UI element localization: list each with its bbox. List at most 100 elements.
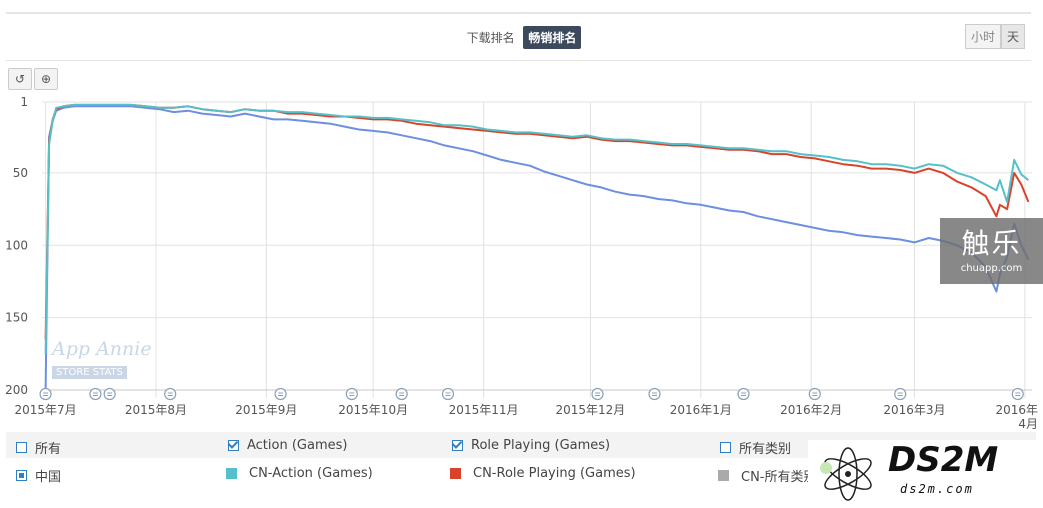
- note-marker-icon: [103, 387, 116, 401]
- legend-series-all-categories[interactable]: CN-所有类别: [718, 466, 817, 485]
- x-tick-label: 2015年10月: [338, 403, 408, 417]
- x-tick-label: 2015年8月: [125, 403, 187, 417]
- x-tick-label: 2016年3月: [883, 403, 945, 417]
- zoom-button[interactable]: ⊕: [34, 68, 58, 90]
- note-marker-icon: [164, 387, 177, 401]
- chart-grid: [42, 101, 1032, 398]
- checkbox-checked-icon[interactable]: [452, 440, 463, 451]
- note-marker-icon: [274, 387, 287, 401]
- note-marker-icon: [894, 387, 907, 401]
- note-marker-icon: [648, 387, 661, 401]
- note-marker-circle: [648, 387, 661, 401]
- legend-all-categories[interactable]: 所有类别: [720, 438, 791, 457]
- appannie-sub: STORE STATS: [52, 366, 127, 379]
- chuapp-url: chuapp.com: [960, 263, 1023, 274]
- appannie-name: App Annie: [52, 338, 152, 360]
- note-marker-circle: [808, 387, 821, 401]
- checkbox-icon[interactable]: [720, 442, 731, 453]
- tab-revenue[interactable]: 畅销排名: [523, 26, 582, 49]
- series-swatch: [718, 470, 729, 481]
- legend-series-action[interactable]: CN-Action (Games): [226, 466, 373, 481]
- note-marker-circle: [441, 387, 455, 401]
- x-tick-label: 2016年1月: [670, 403, 732, 417]
- series-swatch: [226, 468, 237, 479]
- x-tick-label: 2016年: [995, 403, 1038, 417]
- note-marker-icon: [345, 387, 358, 401]
- ds2m-url: ds2m.com: [900, 482, 974, 496]
- legend-action[interactable]: Action (Games): [228, 438, 347, 453]
- note-marker-circle: [39, 387, 52, 401]
- note-marker-circle: [103, 387, 116, 401]
- ds2m-logo-text: DS2M: [888, 440, 999, 480]
- legend-role-playing[interactable]: Role Playing (Games): [452, 438, 610, 453]
- note-marker-icon: [591, 387, 604, 401]
- note-marker-circle: [737, 387, 750, 401]
- legend-label: CN-Role Playing (Games): [473, 466, 636, 481]
- atom-logo-icon: [820, 447, 872, 501]
- reset-zoom-button[interactable]: ↺: [8, 68, 32, 90]
- ranking-tabs: 下载排名 畅销排名: [0, 26, 1043, 49]
- note-marker-icon: [89, 387, 102, 401]
- reset-icon: ↺: [14, 72, 26, 86]
- note-marker-icon: [1011, 387, 1024, 401]
- legend-label: 中国: [35, 470, 62, 485]
- checkbox-checked-icon[interactable]: [228, 440, 239, 451]
- note-marker-icon: [39, 387, 52, 401]
- note-marker-circle: [395, 387, 408, 401]
- series-line: [44, 103, 1030, 340]
- granularity-toggle: 小时 天: [964, 24, 1025, 49]
- legend-label: CN-Action (Games): [249, 466, 373, 481]
- zoom-icon: ⊕: [40, 72, 52, 86]
- legend-label: CN-所有类别: [741, 470, 817, 485]
- note-marker-circle: [1011, 387, 1024, 401]
- chuapp-watermark: 触乐 chuapp.com: [940, 218, 1043, 284]
- day-button[interactable]: 天: [1000, 24, 1025, 49]
- checkbox-icon[interactable]: [16, 442, 27, 453]
- top-divider: [6, 12, 1031, 14]
- series-line: [44, 103, 1030, 354]
- y-tick-label: 50: [13, 166, 28, 180]
- legend-series-role-playing[interactable]: CN-Role Playing (Games): [450, 466, 636, 481]
- y-tick-label: 100: [5, 238, 28, 252]
- legend-label: 所有类别: [739, 442, 792, 457]
- note-marker-circle: [89, 387, 102, 401]
- y-tick-label: 1: [20, 95, 28, 109]
- note-marker-circle: [274, 387, 287, 401]
- chuapp-logo-text: 触乐: [961, 227, 1022, 260]
- x-axis: 2015年7月 2015年8月 2015年9月 2015年10月 2015年11月 201…: [14, 389, 1038, 430]
- note-marker-circle: [164, 387, 177, 401]
- series-line: [44, 105, 1030, 391]
- hour-button[interactable]: 小时: [964, 24, 1001, 49]
- series-lines: [44, 103, 1030, 391]
- ds2m-watermark: DS2M ds2m.com: [808, 440, 1043, 504]
- legend-label: 所有: [35, 442, 62, 457]
- x-tick-label: 4月: [1018, 417, 1038, 430]
- radio-selected-icon[interactable]: [16, 470, 27, 481]
- legend-all[interactable]: 所有: [16, 438, 61, 457]
- x-tick-label: 2015年11月: [449, 403, 519, 417]
- legend-label: Role Playing (Games): [471, 438, 611, 453]
- legend-country-china[interactable]: 中国: [16, 466, 61, 485]
- appannie-watermark: App Annie STORE STATS: [52, 338, 152, 379]
- y-tick-label: 150: [5, 311, 28, 325]
- note-marker-circle: [345, 387, 358, 401]
- series-swatch: [450, 468, 461, 479]
- note-marker-icon: [441, 387, 455, 401]
- legend-label: Action (Games): [247, 438, 348, 453]
- note-marker-circle: [591, 387, 604, 401]
- event-markers: [39, 387, 1024, 401]
- tab-downloads[interactable]: 下载排名: [466, 31, 515, 45]
- x-tick-label: 2015年9月: [235, 403, 297, 417]
- note-marker-icon: [808, 387, 821, 401]
- x-tick-label: 2015年12月: [556, 403, 626, 417]
- x-tick-label: 2016年2月: [780, 403, 842, 417]
- y-tick-label: 200: [5, 383, 28, 397]
- note-marker-icon: [395, 387, 408, 401]
- x-tick-label: 2015年7月: [14, 403, 76, 417]
- note-marker-icon: [737, 387, 750, 401]
- note-marker-circle: [894, 387, 907, 401]
- toolbar-divider: [6, 60, 1031, 61]
- legend-series-row: 中国 CN-Action (Games) CN-Role Playing (Ga…: [6, 460, 1036, 488]
